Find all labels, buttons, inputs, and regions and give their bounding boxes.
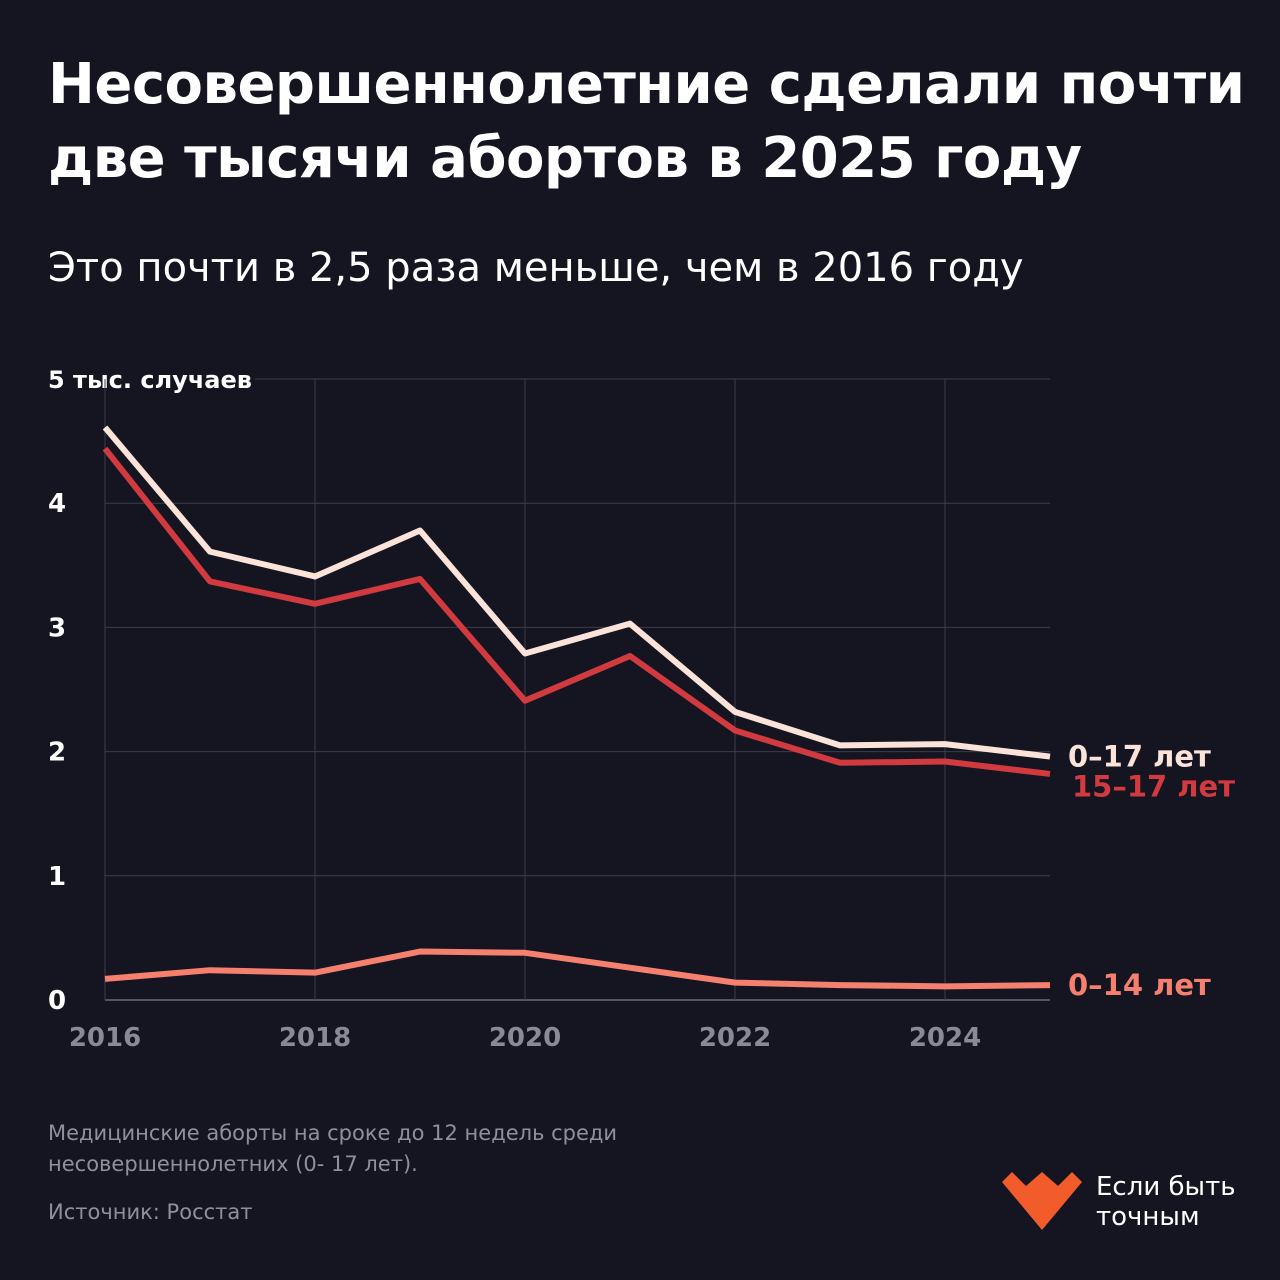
brand-name: Если быть точным <box>1096 1172 1236 1232</box>
series-label: 15–17 лет <box>1072 770 1235 804</box>
x-tick-label: 2016 <box>69 1023 141 1053</box>
series-label: 0–14 лет <box>1068 968 1211 1002</box>
y-tick-label: 5 тыс. случаев <box>48 366 252 394</box>
series-line <box>102 446 1051 777</box>
source-note: Источник: Росстат <box>48 1200 253 1224</box>
footnote: Медицинские аборты на сроке до 12 недель… <box>48 1121 618 1176</box>
x-tick-label: 2024 <box>909 1023 981 1053</box>
series-lines <box>102 425 1051 990</box>
series-line <box>104 948 1051 990</box>
y-tick-label: 2 <box>48 738 66 768</box>
heart-logo-icon <box>1002 1172 1082 1230</box>
x-tick-label: 2018 <box>279 1023 351 1053</box>
series-label: 0–17 лет <box>1068 740 1211 774</box>
y-tick-label: 3 <box>48 613 66 643</box>
y-tick-label: 4 <box>48 489 66 519</box>
series-line <box>102 425 1051 760</box>
chart-subtitle: Это почти в 2,5 раза меньше, чем в 2016 … <box>48 245 1024 291</box>
grid: 0 1 2 3 4 5 тыс. случаев 2016 2018 2020 2022 2024 <box>48 366 1050 1053</box>
chart-title: Несовершеннолетние сделали почти две тыс… <box>48 52 1245 191</box>
x-tick-label: 2020 <box>489 1023 561 1053</box>
y-tick-label: 1 <box>48 862 66 892</box>
y-tick-label: 0 <box>48 986 66 1016</box>
x-tick-label: 2022 <box>699 1023 771 1053</box>
brand-logo: Если быть точным <box>1002 1172 1256 1232</box>
